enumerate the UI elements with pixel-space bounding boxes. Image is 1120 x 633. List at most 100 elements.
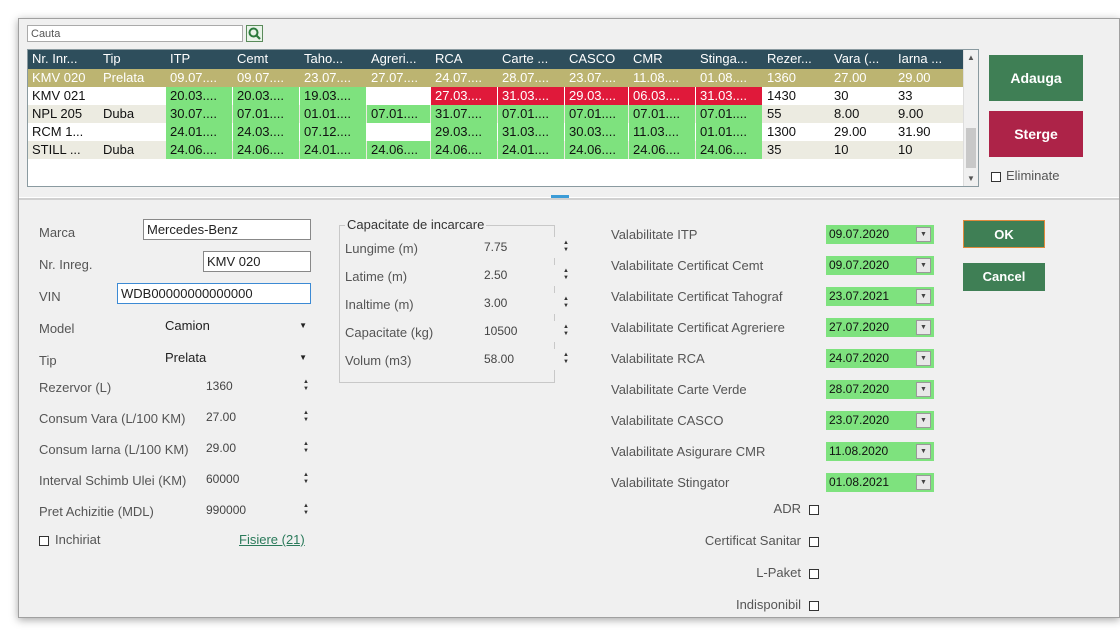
validity-date-picker[interactable]: 24.07.2020 ▼ xyxy=(826,349,934,368)
lungime-spinner[interactable]: 7.75 ▲ ▼ xyxy=(481,237,571,258)
calendar-dropdown-icon[interactable]: ▼ xyxy=(916,351,931,366)
spin-arrows-icon[interactable]: ▲ ▼ xyxy=(303,503,309,516)
validity-date-picker[interactable]: 23.07.2020 ▼ xyxy=(826,411,934,430)
col-header-nr[interactable]: Nr. Inr... xyxy=(32,51,78,66)
validity-date-value: 11.08.2020 xyxy=(829,444,889,458)
splitter-grip[interactable] xyxy=(551,195,569,198)
scroll-thumb[interactable] xyxy=(966,128,976,168)
col-header-rezervor[interactable]: Rezer... xyxy=(767,51,812,66)
table-row[interactable]: STILL ... Duba 24.06.... 24.06.... 24.01....… xyxy=(28,141,968,159)
table-cell: 20.03.... xyxy=(233,87,299,105)
grid-scrollbar[interactable]: ▲ ▼ xyxy=(963,50,978,186)
search-input[interactable]: Cauta xyxy=(27,25,243,42)
nr-inreg-field[interactable]: KMV 020 xyxy=(203,251,311,272)
spin-arrows-icon[interactable]: ▲ ▼ xyxy=(563,352,569,365)
validity-date-picker[interactable]: 09.07.2020 ▼ xyxy=(826,225,934,244)
spin-arrows-icon[interactable]: ▲ ▼ xyxy=(303,410,309,423)
capacitate-spinner[interactable]: 10500 ▲ ▼ xyxy=(481,321,571,342)
col-header-itp[interactable]: ITP xyxy=(170,51,191,66)
spin-arrows-icon[interactable]: ▲ ▼ xyxy=(563,296,569,309)
calendar-dropdown-icon[interactable]: ▼ xyxy=(916,475,931,490)
consum-iarna-spinner[interactable]: 29.00 ▲ ▼ xyxy=(203,438,311,459)
calendar-dropdown-icon[interactable]: ▼ xyxy=(916,413,931,428)
table-row[interactable]: NPL 205 Duba 30.07.... 07.01.... 01.01.... 07… xyxy=(28,105,968,123)
add-button[interactable]: Adauga xyxy=(989,55,1083,101)
calendar-dropdown-icon[interactable]: ▼ xyxy=(916,320,931,335)
table-row[interactable]: RCM 1... 24.01.... 24.03.... 07.12.... 29.03… xyxy=(28,123,968,141)
ulei-spinner[interactable]: 60000 ▲ ▼ xyxy=(203,469,311,490)
table-cell: 19.03.... xyxy=(300,87,366,105)
validity-label: Valabilitate Certificat Agreriere xyxy=(611,320,785,335)
capacitate-label: Capacitate (kg) xyxy=(345,325,434,340)
table-cell: 07.12.... xyxy=(300,123,366,141)
col-header-casco[interactable]: CASCO xyxy=(569,51,616,66)
col-header-carte[interactable]: Carte ... xyxy=(502,51,549,66)
validity-date-picker[interactable]: 27.07.2020 ▼ xyxy=(826,318,934,337)
col-header-stingator[interactable]: Stinga... xyxy=(700,51,748,66)
col-header-vara[interactable]: Vara (... xyxy=(834,51,880,66)
sanitar-checkbox[interactable] xyxy=(809,537,819,547)
col-header-rca[interactable]: RCA xyxy=(435,51,463,66)
search-button[interactable] xyxy=(246,25,263,42)
delete-button[interactable]: Sterge xyxy=(989,111,1083,157)
consum-vara-spinner[interactable]: 27.00 ▲ ▼ xyxy=(203,407,311,428)
validity-date-picker[interactable]: 09.07.2020 ▼ xyxy=(826,256,934,275)
table-cell: 01.01.... xyxy=(696,123,762,141)
table-row[interactable]: KMV 020 Prelata 09.07.... 09.07.... 23.07...… xyxy=(28,69,968,87)
col-header-taho[interactable]: Taho... xyxy=(304,51,344,66)
spin-arrows-icon[interactable]: ▲ ▼ xyxy=(563,268,569,281)
calendar-dropdown-icon[interactable]: ▼ xyxy=(916,444,931,459)
inchiriat-checkbox[interactable] xyxy=(39,536,49,546)
inaltime-spinner[interactable]: 3.00 ▲ ▼ xyxy=(481,293,571,314)
table-row[interactable]: KMV 021 20.03.... 20.03.... 19.03.... 27.03.… xyxy=(28,87,968,105)
scroll-down-icon[interactable]: ▼ xyxy=(967,174,975,183)
calendar-dropdown-icon[interactable]: ▼ xyxy=(916,227,931,242)
panel-splitter[interactable] xyxy=(19,197,1119,200)
spin-arrows-icon[interactable]: ▲ ▼ xyxy=(563,324,569,337)
table-cell: 30 xyxy=(834,88,849,103)
ok-button[interactable]: OK xyxy=(963,220,1045,248)
calendar-dropdown-icon[interactable]: ▼ xyxy=(916,289,931,304)
validity-date-picker[interactable]: 28.07.2020 ▼ xyxy=(826,380,934,399)
lpaket-checkbox[interactable] xyxy=(809,569,819,579)
cancel-button[interactable]: Cancel xyxy=(963,263,1045,291)
latime-value: 2.50 xyxy=(484,268,508,282)
consum-iarna-value: 29.00 xyxy=(206,441,237,455)
marca-field[interactable]: Mercedes-Benz xyxy=(143,219,311,240)
col-header-cemt[interactable]: Cemt xyxy=(237,51,269,66)
col-header-tip[interactable]: Tip xyxy=(103,51,121,66)
validity-date-picker[interactable]: 11.08.2020 ▼ xyxy=(826,442,934,461)
spin-arrows-icon[interactable]: ▲ ▼ xyxy=(303,472,309,485)
validity-date-picker[interactable]: 23.07.2021 ▼ xyxy=(826,287,934,306)
rezervor-spinner[interactable]: 1360 ▲ ▼ xyxy=(203,376,311,397)
inaltime-value: 3.00 xyxy=(484,296,508,310)
col-header-cmr[interactable]: CMR xyxy=(633,51,663,66)
table-cell: 27.00 xyxy=(834,70,867,85)
spin-arrows-icon[interactable]: ▲ ▼ xyxy=(563,240,569,253)
calendar-dropdown-icon[interactable]: ▼ xyxy=(916,258,931,273)
adr-checkbox[interactable] xyxy=(809,505,819,515)
marca-label: Marca xyxy=(39,225,76,240)
table-cell: Prelata xyxy=(103,70,145,85)
vin-field[interactable]: WDB00000000000000 xyxy=(117,283,311,304)
latime-spinner[interactable]: 2.50 ▲ ▼ xyxy=(481,265,571,286)
indisponibil-checkbox[interactable] xyxy=(809,601,819,611)
col-header-iarna[interactable]: Iarna ... xyxy=(898,51,943,66)
capacity-title: Capacitate de incarcare xyxy=(345,217,487,232)
calendar-dropdown-icon[interactable]: ▼ xyxy=(916,382,931,397)
spin-arrows-icon[interactable]: ▲ ▼ xyxy=(303,441,309,454)
table-cell: RCM 1... xyxy=(32,124,84,139)
spin-arrows-icon[interactable]: ▲ ▼ xyxy=(303,379,309,392)
validity-label: Valabilitate CASCO xyxy=(611,413,724,428)
pret-spinner[interactable]: 990000 ▲ ▼ xyxy=(203,500,311,521)
eliminate-checkbox[interactable] xyxy=(991,172,1001,182)
validity-date-picker[interactable]: 01.08.2021 ▼ xyxy=(826,473,934,492)
model-dropdown[interactable]: Camion ▼ xyxy=(165,315,311,336)
scroll-up-icon[interactable]: ▲ xyxy=(967,53,975,62)
ulei-value: 60000 xyxy=(206,472,240,486)
col-header-agreriere[interactable]: Agreri... xyxy=(371,51,417,66)
fisiere-link[interactable]: Fisiere (21) xyxy=(239,532,305,547)
tip-dropdown[interactable]: Prelata ▼ xyxy=(165,347,311,368)
table-cell: 33 xyxy=(898,88,913,103)
volum-spinner[interactable]: 58.00 ▲ ▼ xyxy=(481,349,571,370)
